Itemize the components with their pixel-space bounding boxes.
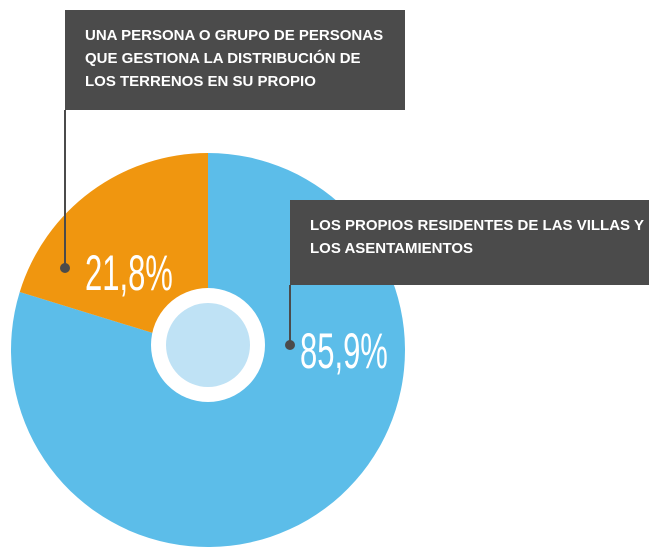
label-line: LOS ASENTAMIENTOS [310,240,473,257]
center-dot [166,303,250,387]
label-line: QUE GESTIONA LA DISTRIBUCIÓN DE [85,49,361,67]
label-line: LOS PROPIOS RESIDENTES DE LAS VILLAS Y [310,217,644,234]
callout-dot [285,340,295,350]
callout-box [65,10,405,110]
value-label: 85,9% [300,322,388,378]
pie-slice [19,153,208,350]
callout-box [290,200,649,285]
category-label: UNA PERSONA O GRUPO DE PERSONAS QUE GESTI… [85,27,383,90]
value-label: 21,8% [85,244,173,300]
category-label: LOS PROPIOS RESIDENTES DE LAS VILLAS Y LO… [310,217,644,257]
label-line: LOS TERRENOS EN SU PROPIO [85,73,316,90]
callout-dot [60,263,70,273]
label-line: UNA PERSONA O GRUPO DE PERSONAS [85,27,383,44]
